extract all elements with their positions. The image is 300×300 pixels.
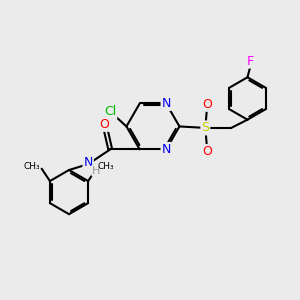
Text: O: O [99, 118, 109, 131]
Text: N: N [161, 143, 171, 156]
Text: CH₃: CH₃ [98, 162, 115, 171]
Text: S: S [201, 122, 209, 134]
Text: Cl: Cl [104, 105, 116, 118]
Text: N: N [83, 156, 93, 169]
Text: CH₃: CH₃ [24, 162, 40, 171]
Text: H: H [92, 166, 100, 176]
Text: N: N [161, 97, 171, 110]
Text: O: O [202, 98, 212, 111]
Text: F: F [247, 55, 254, 68]
Text: O: O [202, 145, 212, 158]
